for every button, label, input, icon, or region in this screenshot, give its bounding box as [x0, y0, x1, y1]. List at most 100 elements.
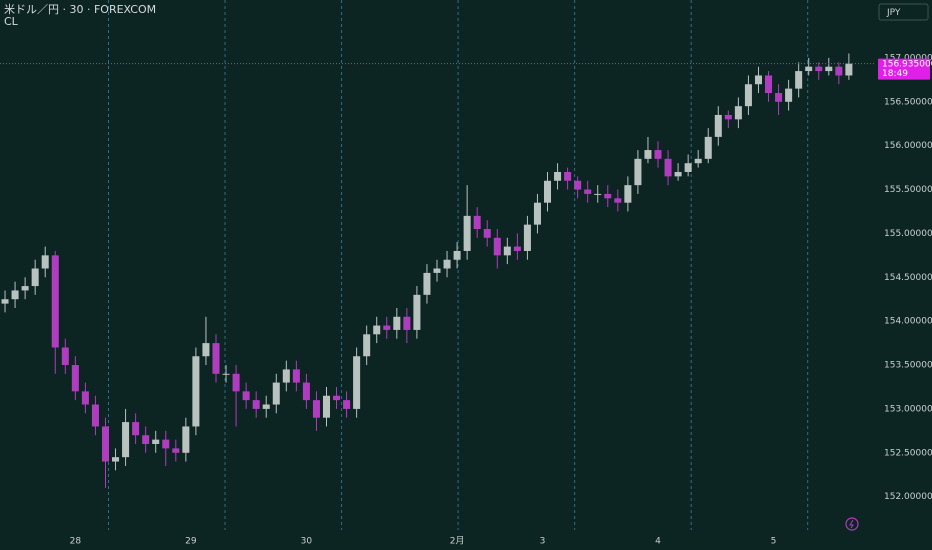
candle-body: [483, 229, 491, 238]
candle-body: [493, 237, 501, 256]
candle-body: [393, 316, 401, 330]
currency-button[interactable]: [878, 3, 929, 21]
candle-body: [252, 400, 260, 409]
y-tick-label: 155.000000: [884, 229, 932, 239]
y-tick-label: 153.000000: [884, 404, 932, 414]
candle-body: [775, 93, 783, 102]
candle-body: [51, 255, 59, 348]
y-tick-label: 154.500000: [884, 273, 932, 283]
candle-body: [172, 448, 180, 453]
candle-body: [825, 66, 833, 72]
x-tick-label: 3: [540, 537, 546, 547]
icon-bolt[interactable]: [849, 519, 854, 529]
candle-body: [152, 439, 160, 445]
chart-subtitle: CL: [4, 15, 19, 28]
candle-body: [91, 404, 99, 427]
candle-body: [584, 189, 592, 194]
candle-body: [443, 259, 451, 269]
candle-body: [112, 457, 120, 462]
y-tick-label: 155.500000: [884, 185, 932, 195]
x-tick-label: 28: [70, 537, 82, 547]
candle-body: [272, 382, 280, 405]
candle-body: [564, 171, 572, 181]
candle-body: [423, 272, 431, 295]
y-tick-label: 152.500000: [884, 448, 932, 458]
candle-body: [543, 180, 552, 203]
candle-body: [282, 369, 290, 383]
x-tick-label: 29: [185, 537, 197, 547]
candle-body: [624, 185, 632, 203]
candle-body: [554, 171, 562, 181]
candle-body: [383, 325, 391, 330]
icon-ring[interactable]: [845, 517, 859, 531]
candle-body: [373, 325, 381, 335]
x-tick-label: 30: [301, 537, 313, 547]
candle-body: [704, 136, 712, 159]
candle-body: [744, 84, 752, 107]
candle-body: [473, 215, 481, 230]
candle-body: [21, 286, 29, 291]
candle-body: [122, 422, 130, 458]
candle-body: [182, 426, 190, 453]
candle-body: [132, 422, 140, 436]
candle-body: [433, 268, 441, 273]
candle-body: [202, 343, 210, 357]
candle-body: [835, 66, 843, 76]
x-tick-label: 4: [655, 537, 661, 547]
x-tick-label: 2月: [450, 536, 465, 547]
candle-body: [312, 400, 320, 418]
candle-body: [754, 75, 762, 85]
y-tick-label: 153.500000: [884, 361, 932, 371]
candle-body: [614, 198, 622, 203]
x-tick-label: 5: [771, 537, 777, 547]
candle-body: [262, 404, 270, 409]
countdown: 18:49: [882, 69, 908, 79]
candle-body: [101, 426, 109, 462]
candle-body: [654, 150, 662, 159]
candle-body: [343, 400, 351, 409]
candle-body: [242, 391, 250, 401]
last-price-label: 156.935000: [882, 60, 932, 70]
candle-body: [403, 316, 411, 330]
candle-body: [714, 114, 722, 137]
y-tick-label: 154.000000: [884, 317, 932, 327]
candle-body: [81, 391, 89, 405]
candle-body: [71, 365, 79, 392]
candle-body: [684, 163, 692, 172]
candle-body: [845, 63, 853, 76]
chart-title: 米ドル／円 · 30 · FOREXCOM: [4, 3, 156, 16]
y-tick-label: 157.000000: [884, 53, 932, 63]
candle-body: [805, 66, 813, 72]
candle-body: [192, 356, 200, 427]
candle-body: [453, 250, 461, 260]
candle-body: [523, 224, 531, 251]
candle-body: [61, 347, 69, 366]
candle-body: [765, 75, 773, 94]
candle-body: [694, 158, 702, 164]
candle-body: [353, 356, 361, 409]
candle-body: [503, 246, 511, 256]
candle-body: [513, 246, 521, 251]
candle-body: [322, 395, 331, 418]
candle-body: [574, 180, 582, 190]
currency[interactable]: JPY: [886, 8, 901, 18]
candle-body: [724, 114, 732, 120]
candle-body: [212, 343, 220, 374]
candle-body: [594, 193, 602, 195]
candle-body: [734, 106, 742, 120]
candle-body: [674, 171, 682, 177]
candle-body: [413, 294, 421, 330]
candle-body: [1, 299, 9, 304]
candle-body: [41, 255, 49, 269]
last-price-box: [878, 58, 930, 80]
candle-body: [363, 334, 371, 357]
candle-body: [644, 150, 652, 159]
candle-body: [222, 373, 230, 375]
candle-body: [142, 435, 150, 445]
candle-body: [162, 439, 170, 449]
candle-body: [785, 88, 793, 102]
flash-icon[interactable]: [845, 517, 859, 531]
